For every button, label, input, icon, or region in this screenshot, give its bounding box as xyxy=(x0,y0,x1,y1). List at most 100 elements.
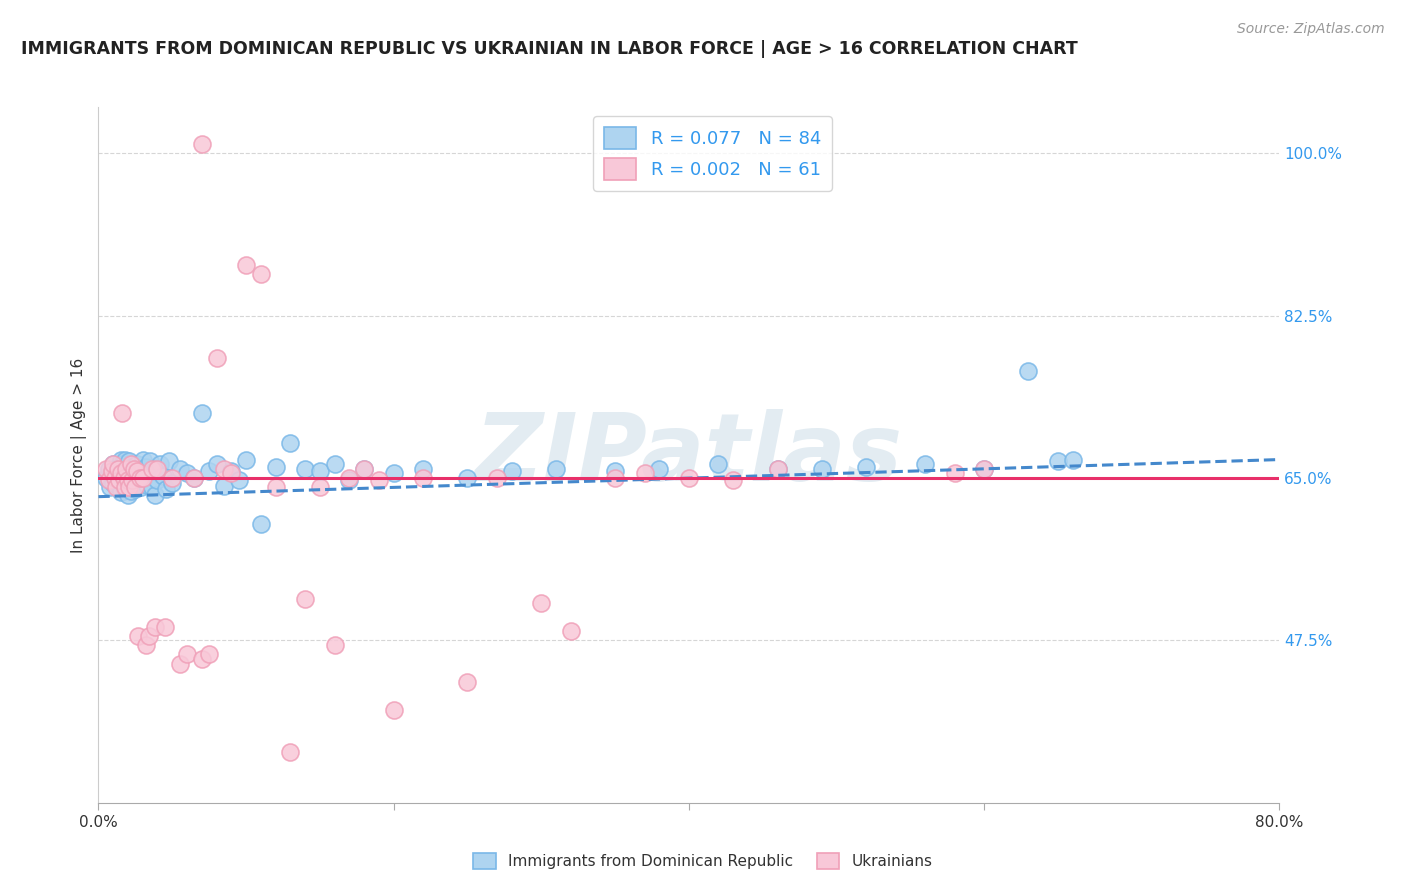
Point xyxy=(250,267,273,281)
Point xyxy=(145,462,167,476)
Point xyxy=(146,473,169,487)
Point xyxy=(264,480,287,494)
Point xyxy=(120,462,142,476)
Point xyxy=(94,471,117,485)
Point xyxy=(382,703,405,717)
Point xyxy=(117,464,139,478)
Point xyxy=(368,473,391,487)
Point xyxy=(112,471,135,485)
Point xyxy=(124,471,146,485)
Point xyxy=(125,457,148,471)
Point xyxy=(141,480,163,494)
Text: IMMIGRANTS FROM DOMINICAN REPUBLIC VS UKRAINIAN IN LABOR FORCE | AGE > 16 CORREL: IMMIGRANTS FROM DOMINICAN REPUBLIC VS UK… xyxy=(21,40,1078,58)
Point xyxy=(115,462,138,476)
Point xyxy=(382,467,405,481)
Point xyxy=(97,462,120,476)
Point xyxy=(128,471,150,485)
Point xyxy=(122,462,145,476)
Point xyxy=(155,482,177,496)
Point xyxy=(143,619,166,633)
Point xyxy=(112,462,135,476)
Point xyxy=(309,464,332,478)
Point xyxy=(143,488,166,502)
Point xyxy=(855,460,877,475)
Point xyxy=(605,471,627,485)
Point xyxy=(235,452,257,467)
Point xyxy=(169,462,191,476)
Point xyxy=(107,462,129,476)
Point xyxy=(560,624,582,639)
Point xyxy=(634,466,657,480)
Point xyxy=(124,482,146,496)
Point xyxy=(339,473,361,487)
Point xyxy=(152,469,174,483)
Point xyxy=(108,473,131,487)
Text: ZIPatlas: ZIPatlas xyxy=(475,409,903,501)
Point xyxy=(139,454,162,468)
Point xyxy=(162,475,183,490)
Point xyxy=(141,462,163,476)
Legend: R = 0.077   N = 84, R = 0.002   N = 61: R = 0.077 N = 84, R = 0.002 N = 61 xyxy=(593,116,832,191)
Point xyxy=(183,471,205,485)
Point xyxy=(142,464,165,478)
Point xyxy=(118,480,141,494)
Point xyxy=(1046,454,1070,468)
Point xyxy=(138,467,160,481)
Point xyxy=(943,466,966,480)
Point xyxy=(973,462,995,476)
Point xyxy=(124,480,146,494)
Point xyxy=(105,471,128,485)
Point xyxy=(707,457,730,471)
Point xyxy=(134,471,156,485)
Point xyxy=(100,467,122,481)
Point xyxy=(486,471,509,485)
Point xyxy=(412,462,434,476)
Point xyxy=(191,137,214,152)
Text: Source: ZipAtlas.com: Source: ZipAtlas.com xyxy=(1237,22,1385,37)
Point xyxy=(110,485,132,500)
Point xyxy=(412,471,434,485)
Point xyxy=(120,457,142,471)
Point xyxy=(235,258,257,272)
Point xyxy=(280,435,302,450)
Point xyxy=(198,464,221,478)
Point xyxy=(110,467,132,481)
Point xyxy=(110,452,132,467)
Point xyxy=(129,480,152,494)
Point xyxy=(169,657,191,671)
Point xyxy=(94,462,117,476)
Point xyxy=(294,591,316,606)
Y-axis label: In Labor Force | Age > 16: In Labor Force | Age > 16 xyxy=(72,358,87,552)
Point xyxy=(810,462,832,476)
Point xyxy=(280,745,302,759)
Point xyxy=(221,464,243,478)
Point xyxy=(100,464,122,478)
Point xyxy=(121,474,143,488)
Point xyxy=(114,467,136,481)
Point xyxy=(766,462,789,476)
Point xyxy=(191,652,214,666)
Point xyxy=(121,467,143,481)
Point xyxy=(221,467,243,481)
Point xyxy=(353,462,375,476)
Point xyxy=(125,464,148,478)
Point xyxy=(914,457,936,471)
Point xyxy=(153,619,176,633)
Point xyxy=(135,460,157,475)
Point xyxy=(973,462,995,476)
Point xyxy=(132,452,155,467)
Point xyxy=(457,471,479,485)
Point xyxy=(191,406,214,420)
Point xyxy=(766,462,789,476)
Point xyxy=(323,638,346,652)
Point xyxy=(162,471,183,485)
Point xyxy=(1062,452,1084,467)
Point xyxy=(105,480,128,494)
Point xyxy=(114,452,136,467)
Point xyxy=(250,517,273,532)
Point xyxy=(353,462,375,476)
Point xyxy=(212,478,235,492)
Point xyxy=(127,629,149,643)
Point xyxy=(132,471,155,485)
Point xyxy=(111,473,134,487)
